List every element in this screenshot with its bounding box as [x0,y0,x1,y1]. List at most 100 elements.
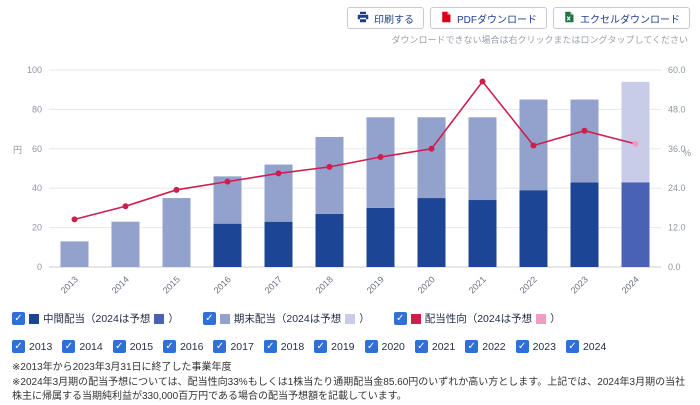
year-label: 2018 [280,340,305,353]
legend-label-close: ） [168,313,179,325]
bar-yearend-2018 [315,136,344,214]
dividend-chart: 円 % 0 20 40 60 80 100 0.0 12.0 24.0 36.0 48.0 60.0 2… [0,56,700,308]
year-checkbox[interactable]: ✓ [62,340,76,353]
x-axis-label-2015: 2015 [161,274,182,295]
legend-label-close: ） [359,313,370,325]
year-label: 2021 [431,340,456,353]
x-axis-label-2014: 2014 [110,274,131,295]
footnote-2: ※2024年3月期の配当予想については、配当性向33%もしくは1株当たり通期配当… [12,376,686,403]
year-checkbox[interactable]: ✓ [163,340,177,353]
year-label: 2014 [79,340,103,353]
right-axis-tick: 12.0 [668,223,686,233]
legend-label: 期末配当（2024は予想 [233,313,342,325]
year-checkbox[interactable]: ✓ [565,340,579,353]
bar-interim-2018 [315,213,344,267]
footnotes: ※2013年から2023年3月31日に終了した事業年度 ※2024年3月期の配当… [12,361,690,405]
year-filter-2021[interactable]: ✓ 2021 [414,340,456,353]
payout-ratio-point-2021 [479,78,486,85]
year-checkbox[interactable]: ✓ [364,340,378,353]
year-filter-2020[interactable]: ✓ 2020 [364,340,405,353]
legend-label-close: ） [550,313,561,325]
x-axis-label-2013: 2013 [59,274,80,295]
x-axis-label-2020: 2020 [416,274,437,295]
legend-checkbox[interactable]: ✓ [12,312,25,325]
bar-interim-2024 [621,182,650,267]
year-filter-2016[interactable]: ✓ 2016 [163,340,203,353]
print-button[interactable]: 印刷する [347,7,424,29]
bar-yearend-2023 [570,99,599,183]
year-checkbox[interactable]: ✓ [12,340,25,353]
forecast-color-swatch [536,313,547,324]
bar-interim-2016 [213,223,242,267]
year-filter-2019[interactable]: ✓ 2019 [314,340,355,353]
payout-ratio-point-2016 [224,178,231,185]
x-axis-label-2023: 2023 [569,274,590,295]
series-legend: ✓ 中間配当（2024は予想 ） ✓ 期末配当（2024は予想 ） ✓ 配当性向（2024… [12,311,561,326]
legend-item-期末配当[interactable]: ✓ 期末配当（2024は予想 ） [202,311,370,326]
x-axis-label-2019: 2019 [365,274,386,295]
year-checkbox[interactable]: ✓ [263,340,277,353]
left-axis-tick: 60 [32,144,42,154]
payout-ratio-point-2014 [122,203,129,210]
payout-ratio-point-2017 [275,170,282,177]
payout-ratio-point-2024 [632,140,639,147]
legend-item-中間配当[interactable]: ✓ 中間配当（2024は予想 ） [12,311,179,326]
year-label: 2019 [331,340,355,353]
year-filter-2022[interactable]: ✓ 2022 [465,340,506,353]
excel-download-button[interactable]: エクセルダウンロード [553,7,690,29]
payout-ratio-line [74,80,636,221]
bar-interim-2017 [264,221,293,267]
legend-checkbox[interactable]: ✓ [202,312,216,325]
legend-checkbox[interactable]: ✓ [393,312,407,325]
bar-yearend-2020 [417,117,446,199]
chart-canvas: 円 % 0 20 40 60 80 100 0.0 12.0 24.0 36.0 48.0 60.0 2… [13,65,691,296]
year-filter-2014[interactable]: ✓ 2014 [62,340,103,353]
bar-yearend-2024 [621,81,650,183]
payout-ratio-point-2013 [71,216,78,223]
right-axis-tick: 24.0 [668,183,686,193]
footnote-1: ※2013年から2023年3月31日に終了した事業年度 [12,362,232,373]
year-filter-2024[interactable]: ✓ 2024 [565,340,607,353]
x-axis-label-2017: 2017 [263,274,284,295]
payout-ratio-point-2018 [326,163,333,170]
forecast-color-swatch [345,313,356,324]
year-label: 2023 [532,340,556,353]
pdf-download-button[interactable]: PDFダウンロード [430,7,547,29]
x-axis-label-2024: 2024 [620,274,641,295]
year-checkbox[interactable]: ✓ [213,340,227,353]
right-axis-tick: 48.0 [668,104,686,114]
year-filter-2023[interactable]: ✓ 2023 [515,340,556,353]
left-axis-tick: 100 [27,65,42,75]
year-checkbox[interactable]: ✓ [515,340,529,353]
excel-icon [563,11,575,26]
pdf-icon [440,11,452,26]
year-filter-2018[interactable]: ✓ 2018 [263,340,305,353]
year-filters: ✓ 2013 ✓ 2014 ✓ 2015 ✓ 2016 ✓ 2017 ✓ 2018 ✓ 2019 ✓ 2020… [12,340,606,353]
left-axis-tick: 0 [37,262,42,272]
year-checkbox[interactable]: ✓ [112,340,126,353]
legend-item-配当性向[interactable]: ✓ 配当性向（2024は予想 ） [393,311,561,326]
bar-yearend-2019 [366,117,395,208]
bar-yearend-2013 [60,241,89,267]
bar-yearend-2015 [162,198,191,267]
year-label: 2015 [129,340,154,353]
right-axis-tick: 60.0 [668,65,686,75]
year-checkbox[interactable]: ✓ [465,340,479,353]
bar-yearend-2014 [111,221,140,267]
year-filter-2017[interactable]: ✓ 2017 [213,340,254,353]
year-filter-2015[interactable]: ✓ 2015 [112,340,154,353]
legend-label: 配当性向（2024は予想 [424,313,533,325]
series-color-swatch [410,313,421,324]
year-filter-2013[interactable]: ✓ 2013 [12,340,52,353]
print-button-label: 印刷する [374,14,414,26]
bar-interim-2020 [417,198,446,267]
download-hint: ダウンロードできない場合は右クリックまたはロングタップしてください [391,35,688,45]
left-axis-tick: 40 [32,183,42,193]
payout-ratio-point-2015 [173,186,180,193]
year-label: 2024 [582,340,607,353]
year-label: 2016 [180,340,204,353]
year-checkbox[interactable]: ✓ [414,340,428,353]
year-label: 2020 [381,340,405,353]
left-axis-unit: 円 [13,145,22,155]
year-checkbox[interactable]: ✓ [314,340,328,353]
